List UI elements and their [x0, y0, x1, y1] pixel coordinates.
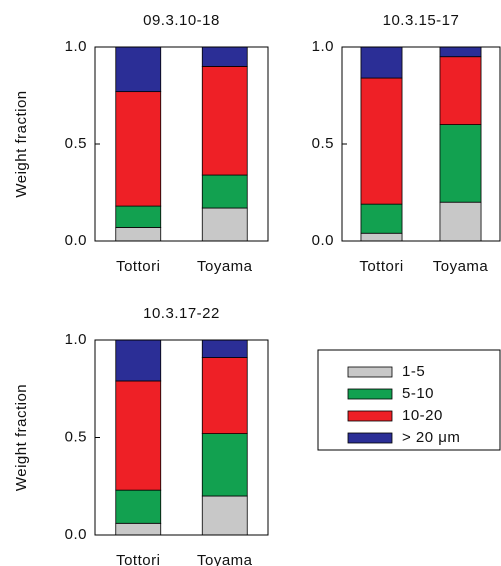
y-tick-label: 1.0 [65, 38, 87, 55]
y-tick-label: 1.0 [65, 331, 87, 348]
bar-segment [115, 46, 162, 93]
bar-segment [360, 46, 403, 79]
chart-title: 10.3.17-22 [143, 305, 220, 322]
legend-label: 1-5 [402, 363, 425, 380]
y-tick-label: 0.5 [65, 135, 87, 152]
bar-segment [360, 232, 403, 242]
x-tick-label: Tottori [359, 258, 403, 275]
bar-segment [439, 56, 482, 126]
bar-segment [439, 124, 482, 203]
legend-swatch [347, 366, 393, 378]
bar-segment [360, 77, 403, 205]
bar-segment [115, 227, 162, 242]
bar-segment [201, 495, 248, 536]
bar-segment [115, 489, 162, 524]
y-tick-label: 0.0 [65, 526, 87, 543]
legend-label: 5-10 [402, 385, 434, 402]
bar-segment [115, 91, 162, 207]
bar-segment [201, 46, 248, 67]
bar-segment [439, 46, 482, 58]
y-tick-label: 0.5 [65, 428, 87, 445]
bar-segment [201, 357, 248, 434]
legend-label: > 20 μm [402, 429, 460, 446]
y-axis-label: Weight fraction [13, 90, 30, 197]
bar-segment [201, 433, 248, 497]
legend-swatch [347, 388, 393, 400]
bar-segment [201, 207, 248, 242]
bar-segment [115, 522, 162, 536]
bar-segment [439, 201, 482, 242]
y-tick-label: 1.0 [312, 38, 334, 55]
x-tick-label: Toyama [197, 552, 253, 566]
legend-box [317, 349, 501, 451]
x-tick-label: Toyama [433, 258, 489, 275]
x-tick-label: Tottori [116, 258, 160, 275]
legend-swatch [347, 432, 393, 444]
x-tick-label: Tottori [116, 552, 160, 566]
x-tick-label: Toyama [197, 258, 253, 275]
legend-swatch [347, 410, 393, 422]
bar-segment [360, 203, 403, 234]
bar-segment [201, 66, 248, 176]
y-tick-label: 0.5 [312, 135, 334, 152]
chart-title: 10.3.15-17 [383, 12, 460, 29]
legend-label: 10-20 [402, 407, 443, 424]
bar-segment [115, 380, 162, 491]
bar-segment [201, 174, 248, 209]
bar-segment [115, 205, 162, 228]
chart-title: 09.3.10-18 [143, 12, 220, 29]
bar-segment [115, 339, 162, 382]
y-tick-label: 0.0 [65, 232, 87, 249]
bar-segment [201, 339, 248, 358]
y-tick-label: 0.0 [312, 232, 334, 249]
y-axis-label: Weight fraction [13, 384, 30, 491]
